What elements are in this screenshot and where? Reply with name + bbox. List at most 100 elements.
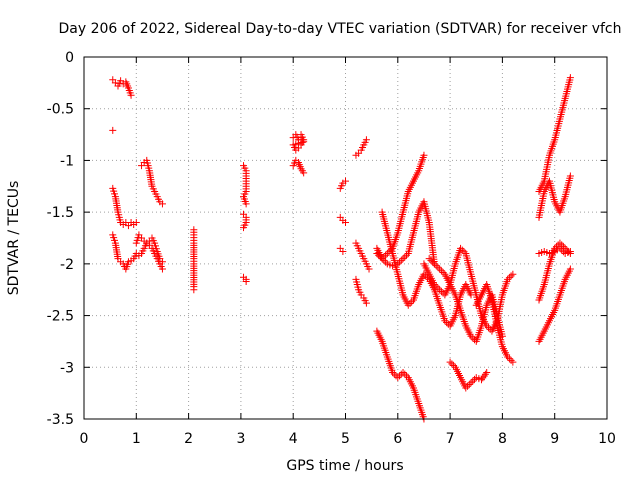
data-point <box>297 131 305 139</box>
data-point <box>561 244 569 252</box>
x-tick-label: 2 <box>184 431 193 447</box>
data-point-interp <box>396 258 404 266</box>
data-point <box>362 136 370 144</box>
data-point <box>436 265 444 273</box>
data-point-interp <box>559 243 567 251</box>
data-point-interp <box>460 248 468 256</box>
y-tick-label: -1 <box>60 153 74 169</box>
plot-frame <box>83 56 608 420</box>
data-point-interp <box>458 246 466 254</box>
y-tick-label: -1.5 <box>47 205 74 221</box>
data-point-interp <box>396 372 404 380</box>
data-point <box>436 286 444 294</box>
data-point <box>190 286 198 294</box>
data-point-interp <box>464 382 472 390</box>
data-point-interp <box>382 251 390 259</box>
y-tick-label: -3.5 <box>47 412 74 428</box>
data-point-interp <box>507 272 515 280</box>
data-point <box>404 301 412 309</box>
data-point-interp <box>563 246 571 254</box>
data-point <box>430 281 438 289</box>
x-tick-label: 7 <box>446 431 455 447</box>
data-points <box>109 74 574 423</box>
data-point <box>342 177 349 185</box>
data-point-interp <box>432 262 440 270</box>
x-tick-label: 1 <box>132 431 141 447</box>
data-point-interp <box>437 267 445 275</box>
data-point-interp <box>382 258 390 266</box>
data-point <box>446 358 454 366</box>
data-point <box>158 200 166 208</box>
x-tick-label: 4 <box>289 431 298 447</box>
data-point <box>373 250 381 258</box>
data-point <box>365 265 373 273</box>
y-tick-label: -3 <box>60 360 74 376</box>
data-point <box>399 255 407 263</box>
data-point-interp <box>397 256 405 264</box>
chart-title: Day 206 of 2022, Sidereal Day-to-day VTE… <box>58 21 621 37</box>
data-point <box>109 126 117 134</box>
data-point-interp <box>403 372 411 380</box>
data-point <box>457 244 465 252</box>
data-point <box>240 224 248 232</box>
data-point-interp <box>375 251 383 259</box>
data-point <box>339 247 347 255</box>
data-point <box>441 317 449 325</box>
x-tick-label: 8 <box>498 431 507 447</box>
y-tick-label: -2.5 <box>47 309 74 325</box>
data-point-interp <box>565 248 573 256</box>
data-point <box>509 270 517 278</box>
data-point <box>504 275 512 283</box>
data-point <box>158 258 166 266</box>
x-tick-label: 0 <box>80 431 89 447</box>
x-tick-label: 10 <box>598 431 616 447</box>
data-point-interp <box>432 282 440 290</box>
data-point-interp <box>469 334 477 342</box>
data-point-interp <box>505 274 513 282</box>
x-axis-label: GPS time / hours <box>286 458 403 474</box>
data-point <box>551 244 559 252</box>
data-point <box>467 332 475 340</box>
y-axis-label: SDTVAR / TECUs <box>6 181 22 296</box>
data-point <box>399 368 407 376</box>
data-point <box>504 353 512 361</box>
ticks: 0 1 2 3 4 5 6 7 8 9 10 0 -0.5 -1 -1.5 -2 -2.5 -3 -3.5 <box>47 50 616 447</box>
x-tick-label: 9 <box>550 431 559 447</box>
data-point <box>132 218 140 226</box>
data-point-interp <box>481 370 489 378</box>
data-point-interp <box>380 256 388 264</box>
data-point <box>420 151 428 159</box>
data-point <box>378 255 386 263</box>
data-point <box>566 172 574 180</box>
data-point <box>425 255 433 263</box>
data-point <box>509 358 517 366</box>
data-point-interp <box>450 362 458 370</box>
data-point-interp <box>471 375 479 383</box>
data-point-interp <box>408 298 416 306</box>
grid <box>84 57 607 419</box>
data-point <box>342 218 349 226</box>
data-point-interp <box>376 253 384 261</box>
data-point-interp <box>406 300 414 308</box>
data-point-interp <box>507 356 515 364</box>
data-point-interp <box>443 318 451 326</box>
x-tick-label: 5 <box>341 431 350 447</box>
data-point-interp <box>437 287 445 295</box>
data-point <box>389 368 397 376</box>
data-point-interp <box>401 370 409 378</box>
data-point-interp <box>469 377 477 385</box>
data-point <box>566 265 574 273</box>
data-point-interp <box>429 258 437 266</box>
data-point-interp <box>434 263 442 271</box>
data-point <box>483 368 491 376</box>
data-point-interp <box>390 370 398 378</box>
data-point <box>242 277 250 285</box>
data-point-interp <box>401 253 409 261</box>
x-tick-label: 3 <box>236 431 245 447</box>
y-tick-label: -0.5 <box>47 102 74 118</box>
data-point-interp <box>505 355 513 363</box>
data-point-interp <box>448 360 456 368</box>
data-point-interp <box>479 374 487 382</box>
data-point <box>477 376 485 384</box>
